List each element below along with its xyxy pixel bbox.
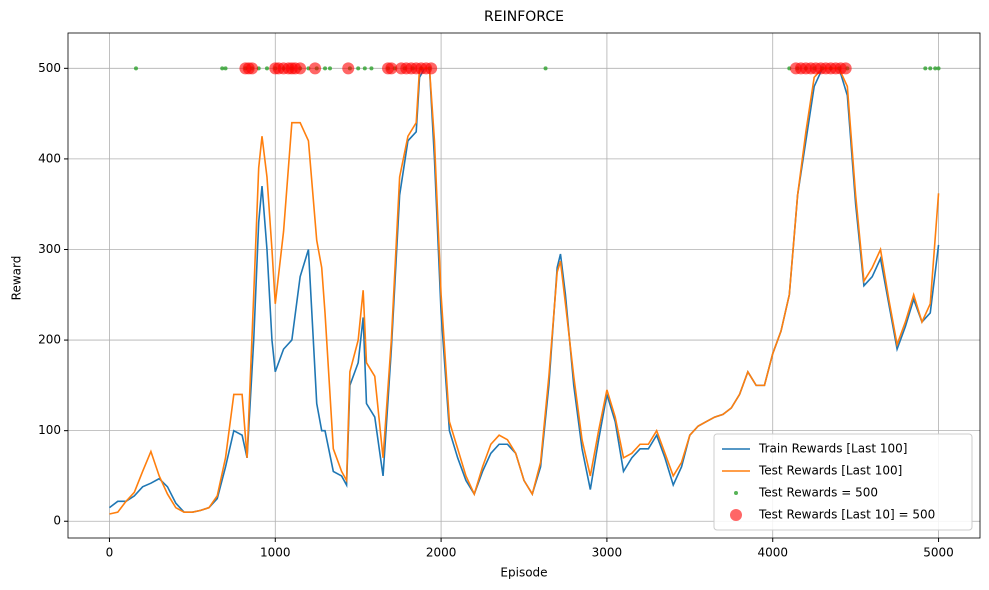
legend-label: Train Rewards [Last 100] bbox=[758, 442, 907, 456]
plot-frame bbox=[67, 32, 981, 539]
y-tick-label: 0 bbox=[53, 514, 61, 528]
x-tick-label: 2000 bbox=[426, 546, 457, 560]
scatter-point bbox=[356, 66, 361, 71]
scatter-point bbox=[369, 66, 374, 71]
scatter-point bbox=[936, 66, 941, 71]
scatter-point bbox=[362, 66, 367, 71]
y-tick-label: 200 bbox=[38, 333, 61, 347]
y-tick-label: 300 bbox=[38, 242, 61, 256]
scatter-point bbox=[928, 66, 933, 71]
scatter-point bbox=[294, 62, 307, 75]
x-axis-label: Episode bbox=[500, 566, 547, 580]
chart-title: REINFORCE bbox=[484, 9, 564, 25]
x-tick-label: 4000 bbox=[757, 546, 788, 560]
scatter-point bbox=[246, 62, 259, 75]
x-tick-label: 5000 bbox=[923, 546, 954, 560]
y-tick-label: 100 bbox=[38, 423, 61, 437]
scatter-point bbox=[327, 66, 332, 71]
scatter-point bbox=[223, 66, 228, 71]
legend-label: Test Rewards [Last 100] bbox=[758, 464, 902, 478]
scatter-point bbox=[220, 66, 225, 71]
x-tick-label: 3000 bbox=[592, 546, 623, 560]
legend-box bbox=[713, 433, 973, 531]
legend-label: Test Rewards [Last 10] = 500 bbox=[758, 508, 935, 522]
x-tick-label: 0 bbox=[106, 546, 114, 560]
y-axis-label: Reward bbox=[10, 256, 24, 301]
scatter-point bbox=[133, 66, 138, 71]
scatter-point bbox=[425, 62, 438, 75]
scatter-point bbox=[342, 62, 355, 75]
scatter-point bbox=[264, 66, 269, 71]
scatter-point bbox=[543, 66, 548, 71]
y-tick-label: 400 bbox=[38, 151, 61, 165]
scatter-point bbox=[323, 66, 328, 71]
y-tick-label: 500 bbox=[38, 61, 61, 75]
line bbox=[109, 67, 940, 515]
x-tick-label: 1000 bbox=[260, 546, 291, 560]
legend-swatch bbox=[730, 509, 742, 521]
scatter-point bbox=[923, 66, 928, 71]
legend-label: Test Rewards = 500 bbox=[758, 486, 878, 500]
scatter-point bbox=[309, 62, 322, 75]
legend-swatch bbox=[734, 491, 738, 495]
scatter-point bbox=[933, 66, 938, 71]
scatter-point bbox=[385, 62, 398, 75]
scatter-point bbox=[839, 62, 852, 75]
